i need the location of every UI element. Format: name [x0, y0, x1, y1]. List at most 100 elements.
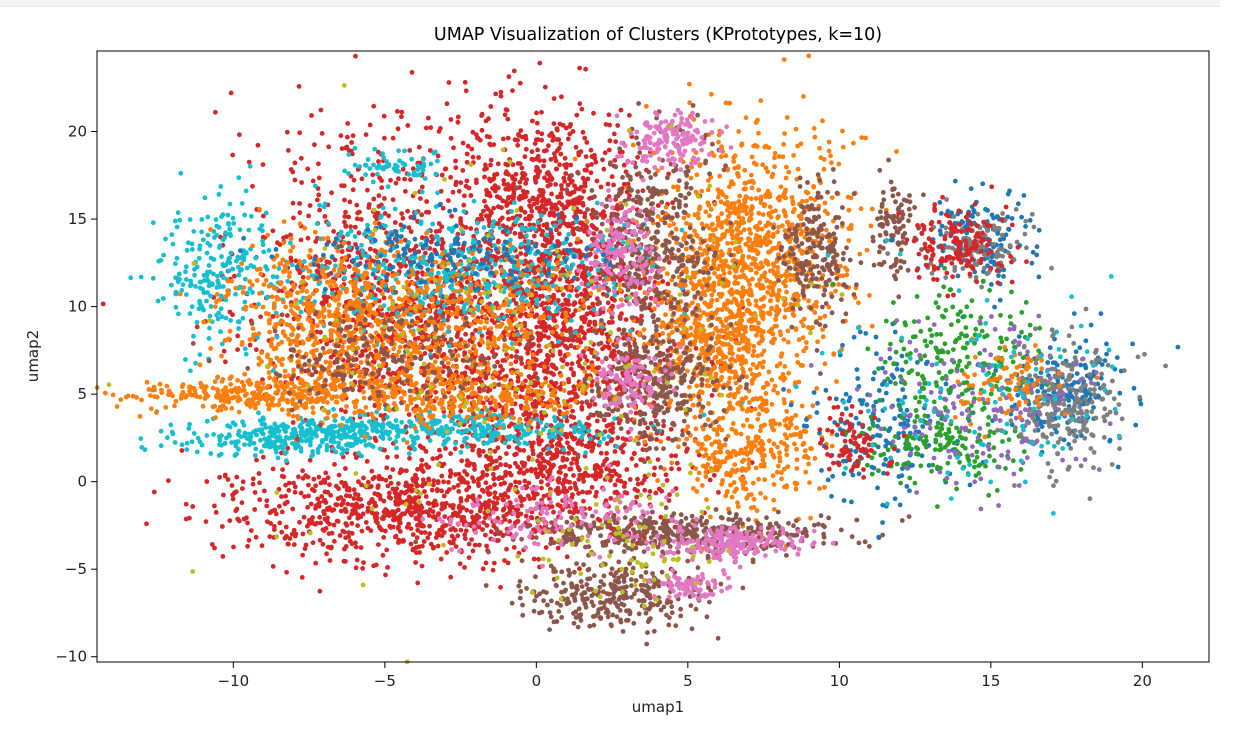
data-point	[548, 466, 553, 472]
data-point	[541, 163, 546, 169]
data-point	[525, 350, 530, 356]
data-point	[218, 451, 224, 457]
data-point	[555, 298, 561, 303]
data-point	[587, 489, 592, 495]
data-point	[305, 235, 311, 241]
data-point	[572, 429, 577, 435]
data-point	[358, 514, 363, 520]
data-point	[163, 236, 168, 242]
data-point	[563, 165, 569, 171]
data-point	[264, 503, 270, 509]
data-point	[408, 229, 414, 235]
data-point	[308, 501, 314, 507]
data-point	[411, 497, 417, 503]
data-point	[653, 490, 659, 496]
data-point	[514, 254, 520, 260]
data-point	[253, 255, 259, 261]
data-point	[193, 284, 198, 289]
data-point	[526, 374, 532, 379]
data-point	[551, 213, 557, 219]
data-point	[281, 235, 286, 241]
data-point	[449, 213, 454, 219]
data-point	[497, 455, 503, 461]
data-point	[536, 348, 542, 354]
data-point	[375, 422, 380, 428]
data-point	[438, 556, 444, 562]
data-point	[571, 473, 576, 478]
data-point	[218, 184, 224, 189]
data-point	[464, 178, 470, 184]
data-point	[580, 202, 586, 208]
data-point	[332, 462, 337, 467]
data-point	[621, 442, 627, 447]
data-point	[446, 436, 451, 442]
data-point	[298, 490, 304, 496]
data-point	[593, 493, 598, 499]
data-point	[240, 315, 246, 321]
data-point	[551, 295, 557, 301]
data-point	[578, 427, 583, 433]
data-point	[191, 229, 197, 234]
data-point	[170, 431, 176, 437]
data-point	[448, 451, 453, 456]
data-point	[366, 441, 372, 447]
data-point	[456, 471, 462, 477]
data-point	[428, 125, 434, 130]
data-point	[539, 109, 544, 115]
data-point	[172, 440, 178, 445]
data-point	[673, 453, 679, 459]
data-point	[582, 183, 588, 189]
data-point	[560, 457, 566, 463]
data-point	[300, 274, 306, 280]
data-point	[553, 206, 559, 212]
data-point	[435, 479, 441, 484]
data-point	[568, 162, 574, 168]
data-point	[319, 438, 325, 443]
data-point	[484, 134, 490, 139]
data-point	[213, 109, 218, 115]
data-point	[291, 542, 297, 547]
data-point	[263, 425, 269, 430]
data-point	[236, 326, 242, 331]
data-point	[519, 361, 525, 366]
data-point	[305, 504, 310, 510]
data-point	[403, 189, 408, 194]
data-point	[435, 153, 441, 159]
data-point	[316, 175, 322, 181]
data-point	[546, 335, 551, 340]
data-point	[242, 276, 248, 282]
data-point	[544, 201, 550, 206]
data-point	[237, 132, 242, 138]
data-point	[593, 254, 599, 260]
data-point	[323, 470, 329, 476]
data-point	[387, 474, 393, 480]
data-point	[573, 200, 579, 206]
data-point	[534, 120, 540, 126]
data-point	[502, 112, 508, 118]
data-point	[259, 429, 264, 435]
data-point	[560, 292, 566, 297]
data-point	[381, 514, 386, 519]
data-point	[413, 515, 419, 521]
data-point	[292, 426, 298, 432]
data-point	[349, 541, 355, 547]
data-point	[409, 512, 414, 518]
data-point	[340, 501, 346, 506]
data-point	[523, 252, 529, 257]
data-point	[459, 443, 465, 449]
data-point	[381, 295, 387, 301]
data-point	[309, 417, 315, 423]
data-point	[331, 406, 336, 412]
data-point	[420, 426, 425, 432]
data-point	[354, 202, 360, 208]
data-point	[460, 140, 466, 146]
data-point	[613, 139, 619, 145]
data-point	[351, 487, 357, 493]
data-point	[270, 466, 276, 472]
data-point	[444, 550, 450, 555]
data-point	[408, 177, 413, 183]
data-point	[483, 532, 488, 538]
data-point	[559, 186, 565, 192]
data-point	[572, 300, 578, 306]
data-point	[582, 287, 588, 293]
